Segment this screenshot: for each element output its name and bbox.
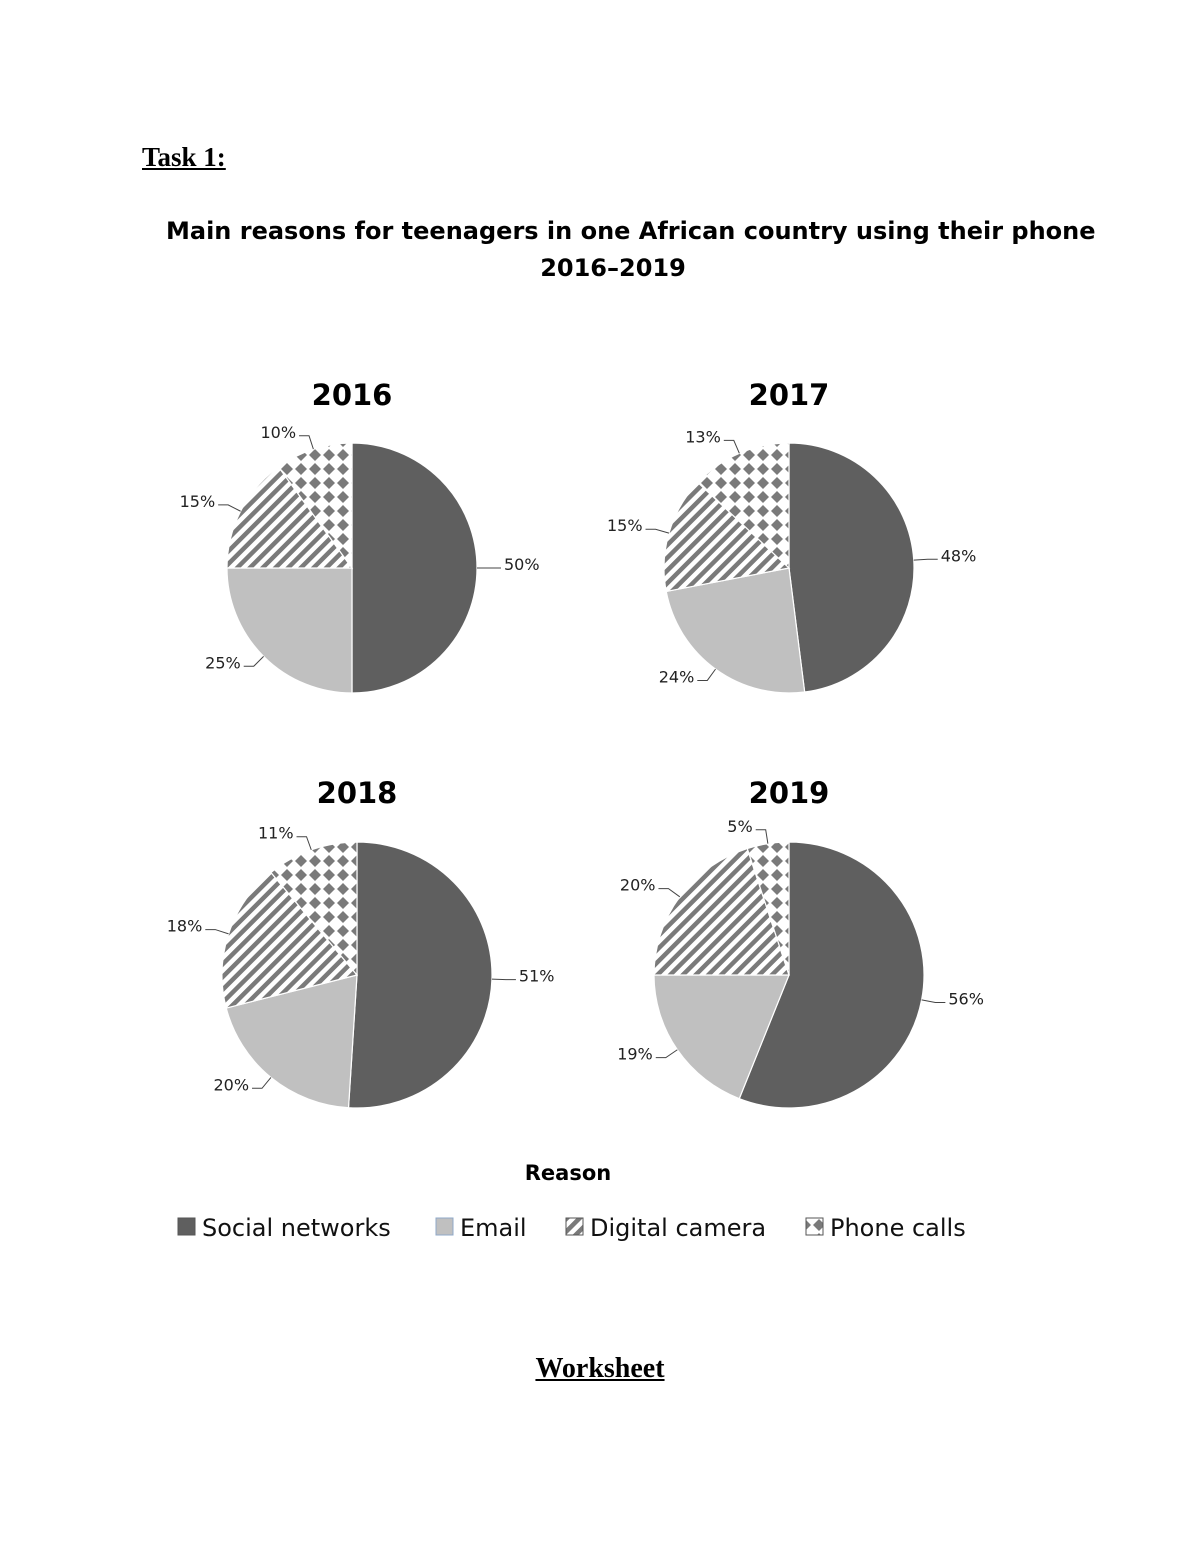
leader-line-2019-social-networks xyxy=(921,999,946,1004)
legend-title: Reason xyxy=(525,1161,611,1185)
leader-line-2017-social-networks xyxy=(913,558,938,561)
pie-2017: 2017 48% 24% 15% 13% xyxy=(607,378,977,694)
data-label-2019-social-networks: 56% xyxy=(948,990,984,1009)
pie-title-2017: 2017 xyxy=(749,378,830,412)
slice-2016-digital-camera xyxy=(226,466,354,569)
data-label-2019-email: 19% xyxy=(617,1045,653,1064)
data-label-2016-social-networks: 50% xyxy=(504,555,540,574)
slice-2018-social-networks xyxy=(347,841,493,1109)
legend-swatch-phone-calls xyxy=(805,1217,824,1236)
slice-2019-email xyxy=(653,974,790,1100)
legend: Social networks Email Digital camera Phone … xyxy=(177,1214,966,1242)
task-heading: Task 1: xyxy=(142,142,226,172)
pie-title-2018: 2018 xyxy=(317,776,398,810)
pie-title-2019: 2019 xyxy=(749,776,830,810)
slice-2016-email xyxy=(226,567,353,694)
data-label-2017-email: 24% xyxy=(659,667,695,686)
data-label-2017-phone-calls: 13% xyxy=(685,427,721,446)
pies-group: 201650%25%15%10%201748%24%15%13%201851%2… xyxy=(167,378,984,1109)
data-label-2017-digital-camera: 15% xyxy=(607,516,643,535)
data-label-2016-digital-camera: 15% xyxy=(180,492,216,511)
legend-label-email: Email xyxy=(460,1214,527,1242)
legend-swatch-email xyxy=(435,1217,454,1236)
slice-2017-phone-calls xyxy=(697,442,790,570)
slice-2017-email xyxy=(665,567,806,694)
leader-line-2016-digital-camera xyxy=(218,504,241,512)
pie-2016: 2016 50% 25% 15% 10% xyxy=(180,378,540,694)
leader-line-2018-email xyxy=(252,1077,272,1089)
chart-subtitle: 2016–2019 xyxy=(540,254,686,282)
leader-line-2017-email xyxy=(697,668,716,681)
leader-line-2016-email xyxy=(243,656,264,667)
pie-2018: 2018 51% 20% 18% 11% xyxy=(167,776,555,1109)
leader-line-2018-digital-camera xyxy=(205,929,229,935)
leader-line-2018-phone-calls xyxy=(296,836,312,851)
data-label-2017-social-networks: 48% xyxy=(941,546,977,565)
chart-title: Main reasons for teenagers in one Africa… xyxy=(166,217,1096,245)
legend-label-phone-calls: Phone calls xyxy=(830,1214,966,1242)
pie-title-2016: 2016 xyxy=(312,378,393,412)
data-label-2018-digital-camera: 18% xyxy=(167,917,203,936)
legend-label-digital-camera: Digital camera xyxy=(590,1214,766,1242)
slice-2016-social-networks xyxy=(351,442,478,694)
legend-swatch-social-networks xyxy=(177,1217,196,1236)
leader-line-2017-phone-calls xyxy=(723,439,740,454)
slice-2017-digital-camera xyxy=(663,481,791,593)
legend-label-social-networks: Social networks xyxy=(202,1214,391,1242)
data-label-2019-digital-camera: 20% xyxy=(620,876,656,895)
slice-2016-phone-calls xyxy=(277,442,353,570)
worksheet-heading: Worksheet xyxy=(535,1353,665,1384)
data-label-2016-phone-calls: 10% xyxy=(260,423,296,442)
data-label-2018-email: 20% xyxy=(213,1075,249,1094)
leader-line-2019-digital-camera xyxy=(658,888,681,898)
leader-line-2019-email xyxy=(655,1049,678,1059)
data-label-2016-email: 25% xyxy=(205,653,241,672)
slice-2019-phone-calls xyxy=(746,841,790,976)
leader-line-2016-phone-calls xyxy=(299,435,314,450)
pie-2019: 2019 56% 19% 20% 5% xyxy=(617,776,984,1109)
slice-2017-social-networks xyxy=(788,442,915,693)
leader-line-2017-digital-camera xyxy=(645,528,670,534)
data-label-2018-social-networks: 51% xyxy=(519,967,555,986)
data-label-2019-phone-calls: 5% xyxy=(727,817,752,836)
leader-line-2019-phone-calls xyxy=(755,829,769,844)
slice-2018-phone-calls xyxy=(270,841,358,977)
legend-swatch-digital-camera xyxy=(565,1217,584,1236)
data-label-2018-phone-calls: 11% xyxy=(258,824,294,843)
